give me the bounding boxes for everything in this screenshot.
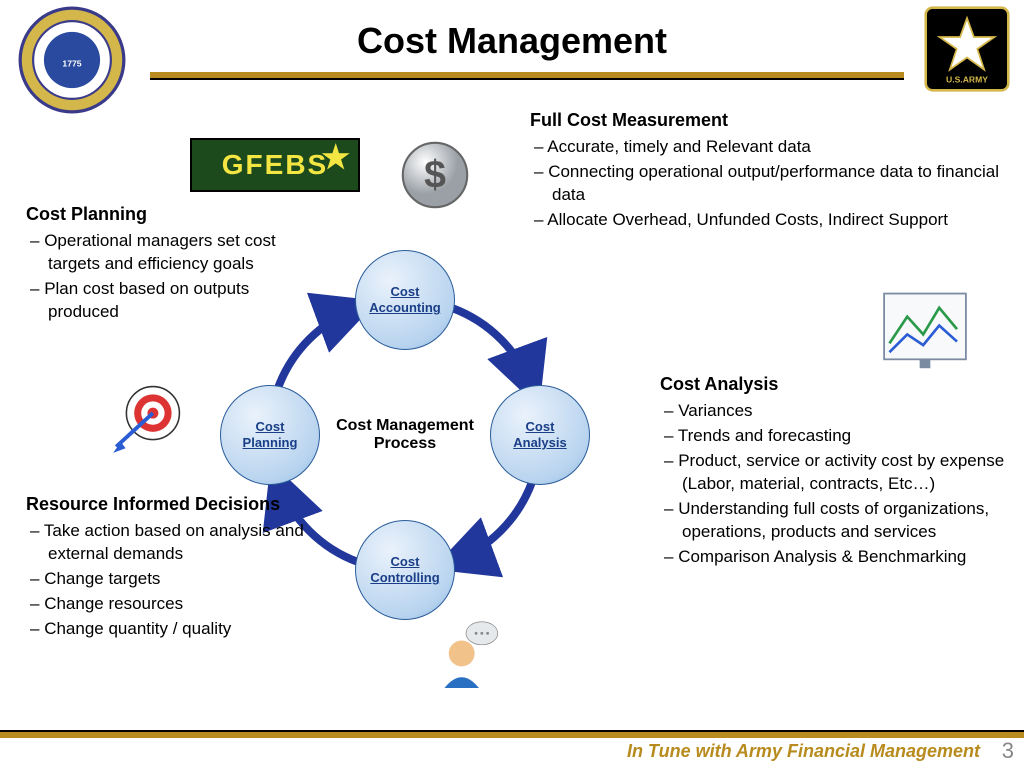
node-cost-planning: Cost Planning — [220, 385, 320, 485]
page-number: 3 — [1002, 738, 1014, 764]
block-full-cost-measurement: Full Cost Measurement Accurate, timely a… — [530, 108, 1000, 234]
chart-icon — [880, 290, 970, 370]
list-item: Product, service or activity cost by exp… — [682, 450, 1010, 496]
list-item: Operational managers set cost targets an… — [48, 230, 286, 276]
node-cost-accounting: Cost Accounting — [355, 250, 455, 350]
star-icon: ★ — [321, 138, 352, 176]
list-item: Accurate, timely and Relevant data — [552, 136, 1000, 159]
us-army-logo-icon: U.S.ARMY — [924, 6, 1010, 92]
list-decisions: Take action based on analysis and extern… — [26, 520, 306, 641]
footer-tagline: In Tune with Army Financial Management — [627, 741, 980, 762]
person-speech-icon — [430, 616, 502, 688]
gfebs-badge: GFEBS ★ — [190, 138, 360, 192]
list-item: Understanding full costs of organization… — [682, 498, 1010, 544]
page-title: Cost Management — [0, 0, 1024, 62]
list-item: Comparison Analysis & Benchmarking — [682, 546, 1010, 569]
list-item: Connecting operational output/performanc… — [552, 161, 1000, 207]
list-item: Change resources — [48, 593, 306, 616]
block-resource-informed-decisions: Resource Informed Decisions Take action … — [26, 492, 306, 643]
cycle-center-label: Cost Management Process — [335, 417, 475, 453]
block-cost-planning: Cost Planning Operational managers set c… — [26, 202, 286, 326]
target-dart-icon — [110, 378, 188, 456]
list-item: Take action based on analysis and extern… — [48, 520, 306, 566]
gfebs-label: GFEBS — [222, 149, 328, 181]
heading-decisions: Resource Informed Decisions — [26, 492, 306, 516]
node-cost-analysis: Cost Analysis — [490, 385, 590, 485]
list-item: Change quantity / quality — [48, 618, 306, 641]
node-cost-controlling: Cost Controlling — [355, 520, 455, 620]
svg-text:U.S.ARMY: U.S.ARMY — [946, 75, 988, 85]
block-cost-analysis: Cost Analysis Variances Trends and forec… — [660, 372, 1010, 571]
list-measurement: Accurate, timely and Relevant data Conne… — [530, 136, 1000, 232]
list-item: Plan cost based on outputs produced — [48, 278, 286, 324]
slide-header: 1775 Cost Management U.S.ARMY — [0, 0, 1024, 92]
heading-measurement: Full Cost Measurement — [530, 108, 1000, 132]
heading-planning: Cost Planning — [26, 202, 286, 226]
footer-divider — [0, 730, 1024, 738]
list-analysis: Variances Trends and forecasting Product… — [660, 400, 1010, 569]
list-planning: Operational managers set cost targets an… — [26, 230, 286, 324]
svg-text:$: $ — [424, 154, 446, 197]
list-item: Allocate Overhead, Unfunded Costs, Indir… — [552, 209, 1000, 232]
title-divider — [150, 72, 904, 80]
army-seal-icon: 1775 — [18, 6, 126, 114]
dollar-coin-icon: $ — [400, 140, 470, 210]
list-item: Variances — [682, 400, 1010, 423]
list-item: Trends and forecasting — [682, 425, 1010, 448]
svg-text:1775: 1775 — [62, 58, 81, 68]
heading-analysis: Cost Analysis — [660, 372, 1010, 396]
list-item: Change targets — [48, 568, 306, 591]
